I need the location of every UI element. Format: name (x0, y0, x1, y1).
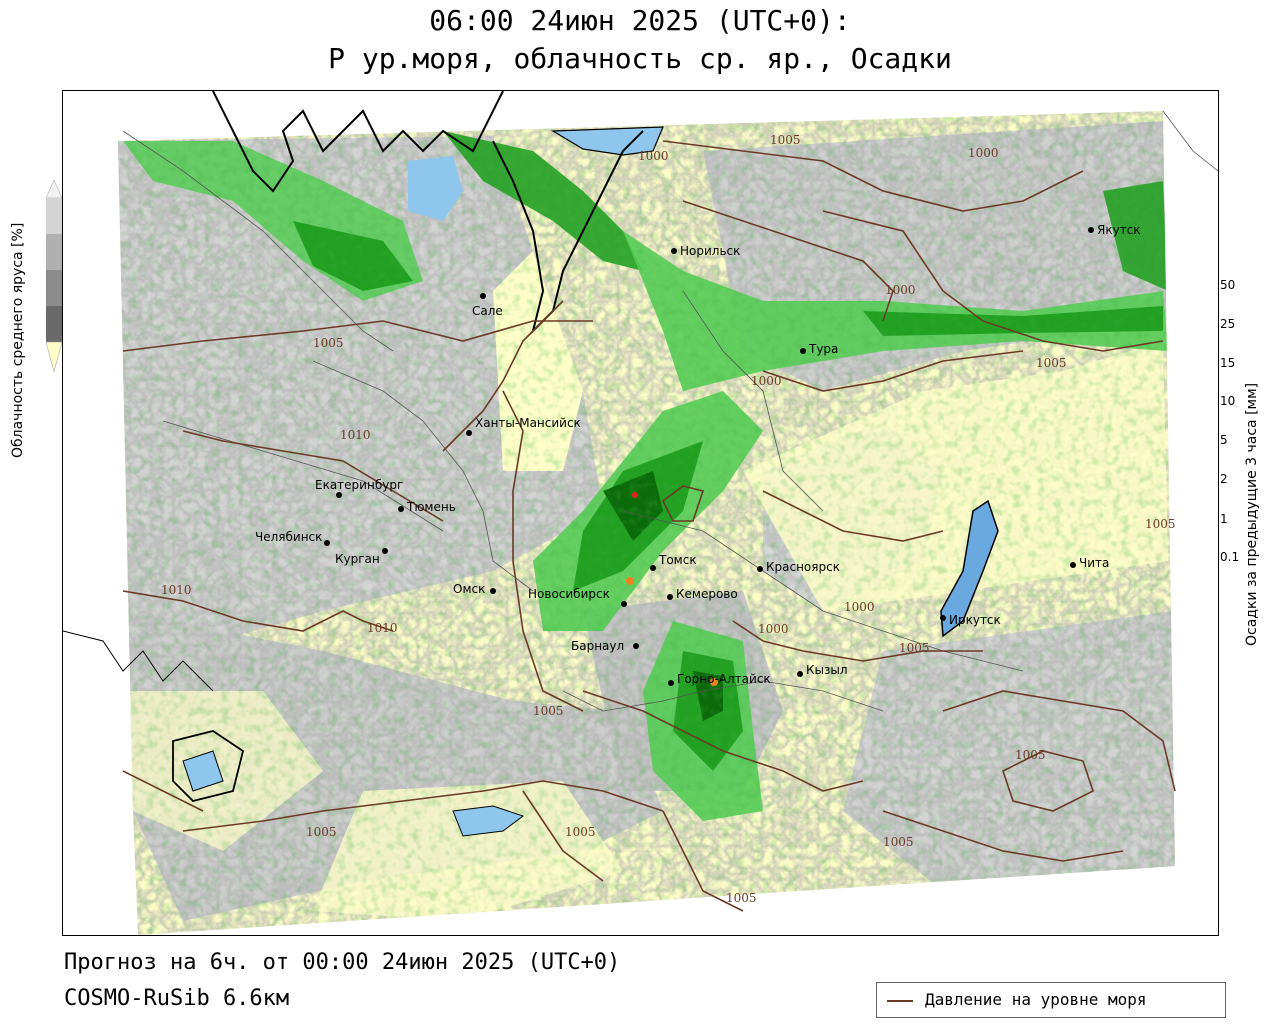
city-tyumen: Тюмень (406, 500, 456, 514)
cities: Норильск Якутск Сале Тура Ханты-Мансийск… (255, 223, 1141, 686)
city-khanty-mansiysk: Ханты-Мансийск (475, 416, 581, 430)
precipitation-areas (118, 111, 1175, 935)
city-dot (650, 565, 656, 571)
city-dot (797, 671, 803, 677)
isobar-label: 1000 (968, 146, 999, 160)
city-dot (490, 588, 496, 594)
precip-tick-10: 10 (1220, 394, 1236, 408)
precip-tick-1: 1 (1220, 512, 1228, 526)
city-yakutsk: Якутск (1097, 223, 1141, 237)
city-omsk: Омск (453, 582, 485, 596)
city-tura: Тура (808, 342, 838, 356)
city-dot (800, 348, 806, 354)
map-canvas: 1000 1005 1000 1000 1005 1000 1005 1010 … (63, 91, 1218, 935)
city-kemerovo: Кемерово (676, 587, 738, 601)
city-salekhard: Сале (472, 304, 503, 318)
isobar-label: 1010 (367, 621, 398, 635)
isobar-label: 1005 (726, 891, 757, 905)
city-dot (671, 248, 677, 254)
city-dot (1070, 562, 1076, 568)
forecast-info: Прогноз на 6ч. от 00:00 24июн 2025 (UTC+… (64, 950, 621, 975)
city-gorno-altaysk: Горно-Алтайск (677, 672, 771, 686)
precip-scale-label: Осадки за предыдущие 3 часа [мм] (1244, 382, 1260, 646)
water-bodies (182, 126, 999, 837)
city-dot (398, 506, 404, 512)
isobar-label: 1005 (770, 133, 801, 147)
isobar-label: 1010 (161, 583, 192, 597)
isobar-legend-line (887, 1000, 913, 1002)
city-kurgan: Курган (335, 552, 380, 566)
cloud-scale-label: Облачность среднего яруса [%] (10, 222, 26, 458)
isobar-label: 1005 (313, 336, 344, 350)
isobar-label: 1000 (885, 283, 916, 297)
precip-tick-25: 25 (1220, 317, 1236, 331)
precip-tick-50: 50 (1220, 278, 1236, 292)
city-krasnoyarsk: Красноярск (766, 560, 840, 574)
city-dot (336, 492, 342, 498)
isobar-legend-label: Давление на уровне моря (925, 990, 1147, 1009)
forecast-map: 1000 1005 1000 1000 1005 1000 1005 1010 … (62, 90, 1219, 936)
city-dot (466, 430, 472, 436)
map-title-fields: P ур.моря, облачность ср. яр., Осадки (328, 42, 952, 75)
city-dot (480, 293, 486, 299)
map-legend: Давление на уровне моря (876, 982, 1226, 1018)
precip-tick-0-1: 0.1 (1220, 550, 1240, 564)
isobar-label: 1005 (533, 704, 564, 718)
isobar-label: 1010 (340, 428, 371, 442)
city-dot (324, 540, 330, 546)
city-dot (633, 643, 639, 649)
city-yekaterinburg: Екатеринбург (315, 478, 403, 492)
city-irkutsk: Иркутск (949, 613, 1001, 627)
isobars (122, 140, 1176, 912)
isobar-label: 1000 (844, 600, 875, 614)
city-dot (667, 594, 673, 600)
precip-tick-15: 15 (1220, 356, 1236, 370)
isobar-label: 1000 (758, 622, 789, 636)
city-dot (621, 601, 627, 607)
city-dot (668, 680, 674, 686)
isobar-label: 1005 (883, 835, 914, 849)
isobar-label: 1005 (306, 825, 337, 839)
isobar-label: 1000 (751, 374, 782, 388)
city-novosibirsk: Новосибирск (528, 587, 610, 601)
city-dot (382, 548, 388, 554)
isobar-label: 1005 (1145, 517, 1176, 531)
city-kyzyl: Кызыл (806, 663, 848, 677)
city-barnaul: Барнаул (571, 639, 624, 653)
cloud-color-scale (44, 179, 64, 380)
isobar-label: 1005 (899, 641, 930, 655)
precip-tick-5: 5 (1220, 433, 1228, 447)
precip-tick-2: 2 (1220, 472, 1228, 486)
city-tomsk: Томск (658, 553, 697, 567)
isobar-label: 1005 (1036, 356, 1067, 370)
isobar-label: 1005 (565, 825, 596, 839)
city-dot (757, 566, 763, 572)
city-chita: Чита (1079, 556, 1109, 570)
map-title-time: 06:00 24июн 2025 (UTC+0): (429, 4, 851, 37)
city-norilsk: Норильск (680, 244, 740, 258)
city-chelyabinsk: Челябинск (255, 530, 322, 544)
isobar-label: 1000 (638, 149, 669, 163)
model-domain (118, 111, 1175, 935)
isobar-label: 1005 (1015, 748, 1046, 762)
city-dot (940, 615, 946, 621)
model-name: COSMO-RuSib 6.6км (64, 986, 290, 1011)
city-dot (1088, 227, 1094, 233)
